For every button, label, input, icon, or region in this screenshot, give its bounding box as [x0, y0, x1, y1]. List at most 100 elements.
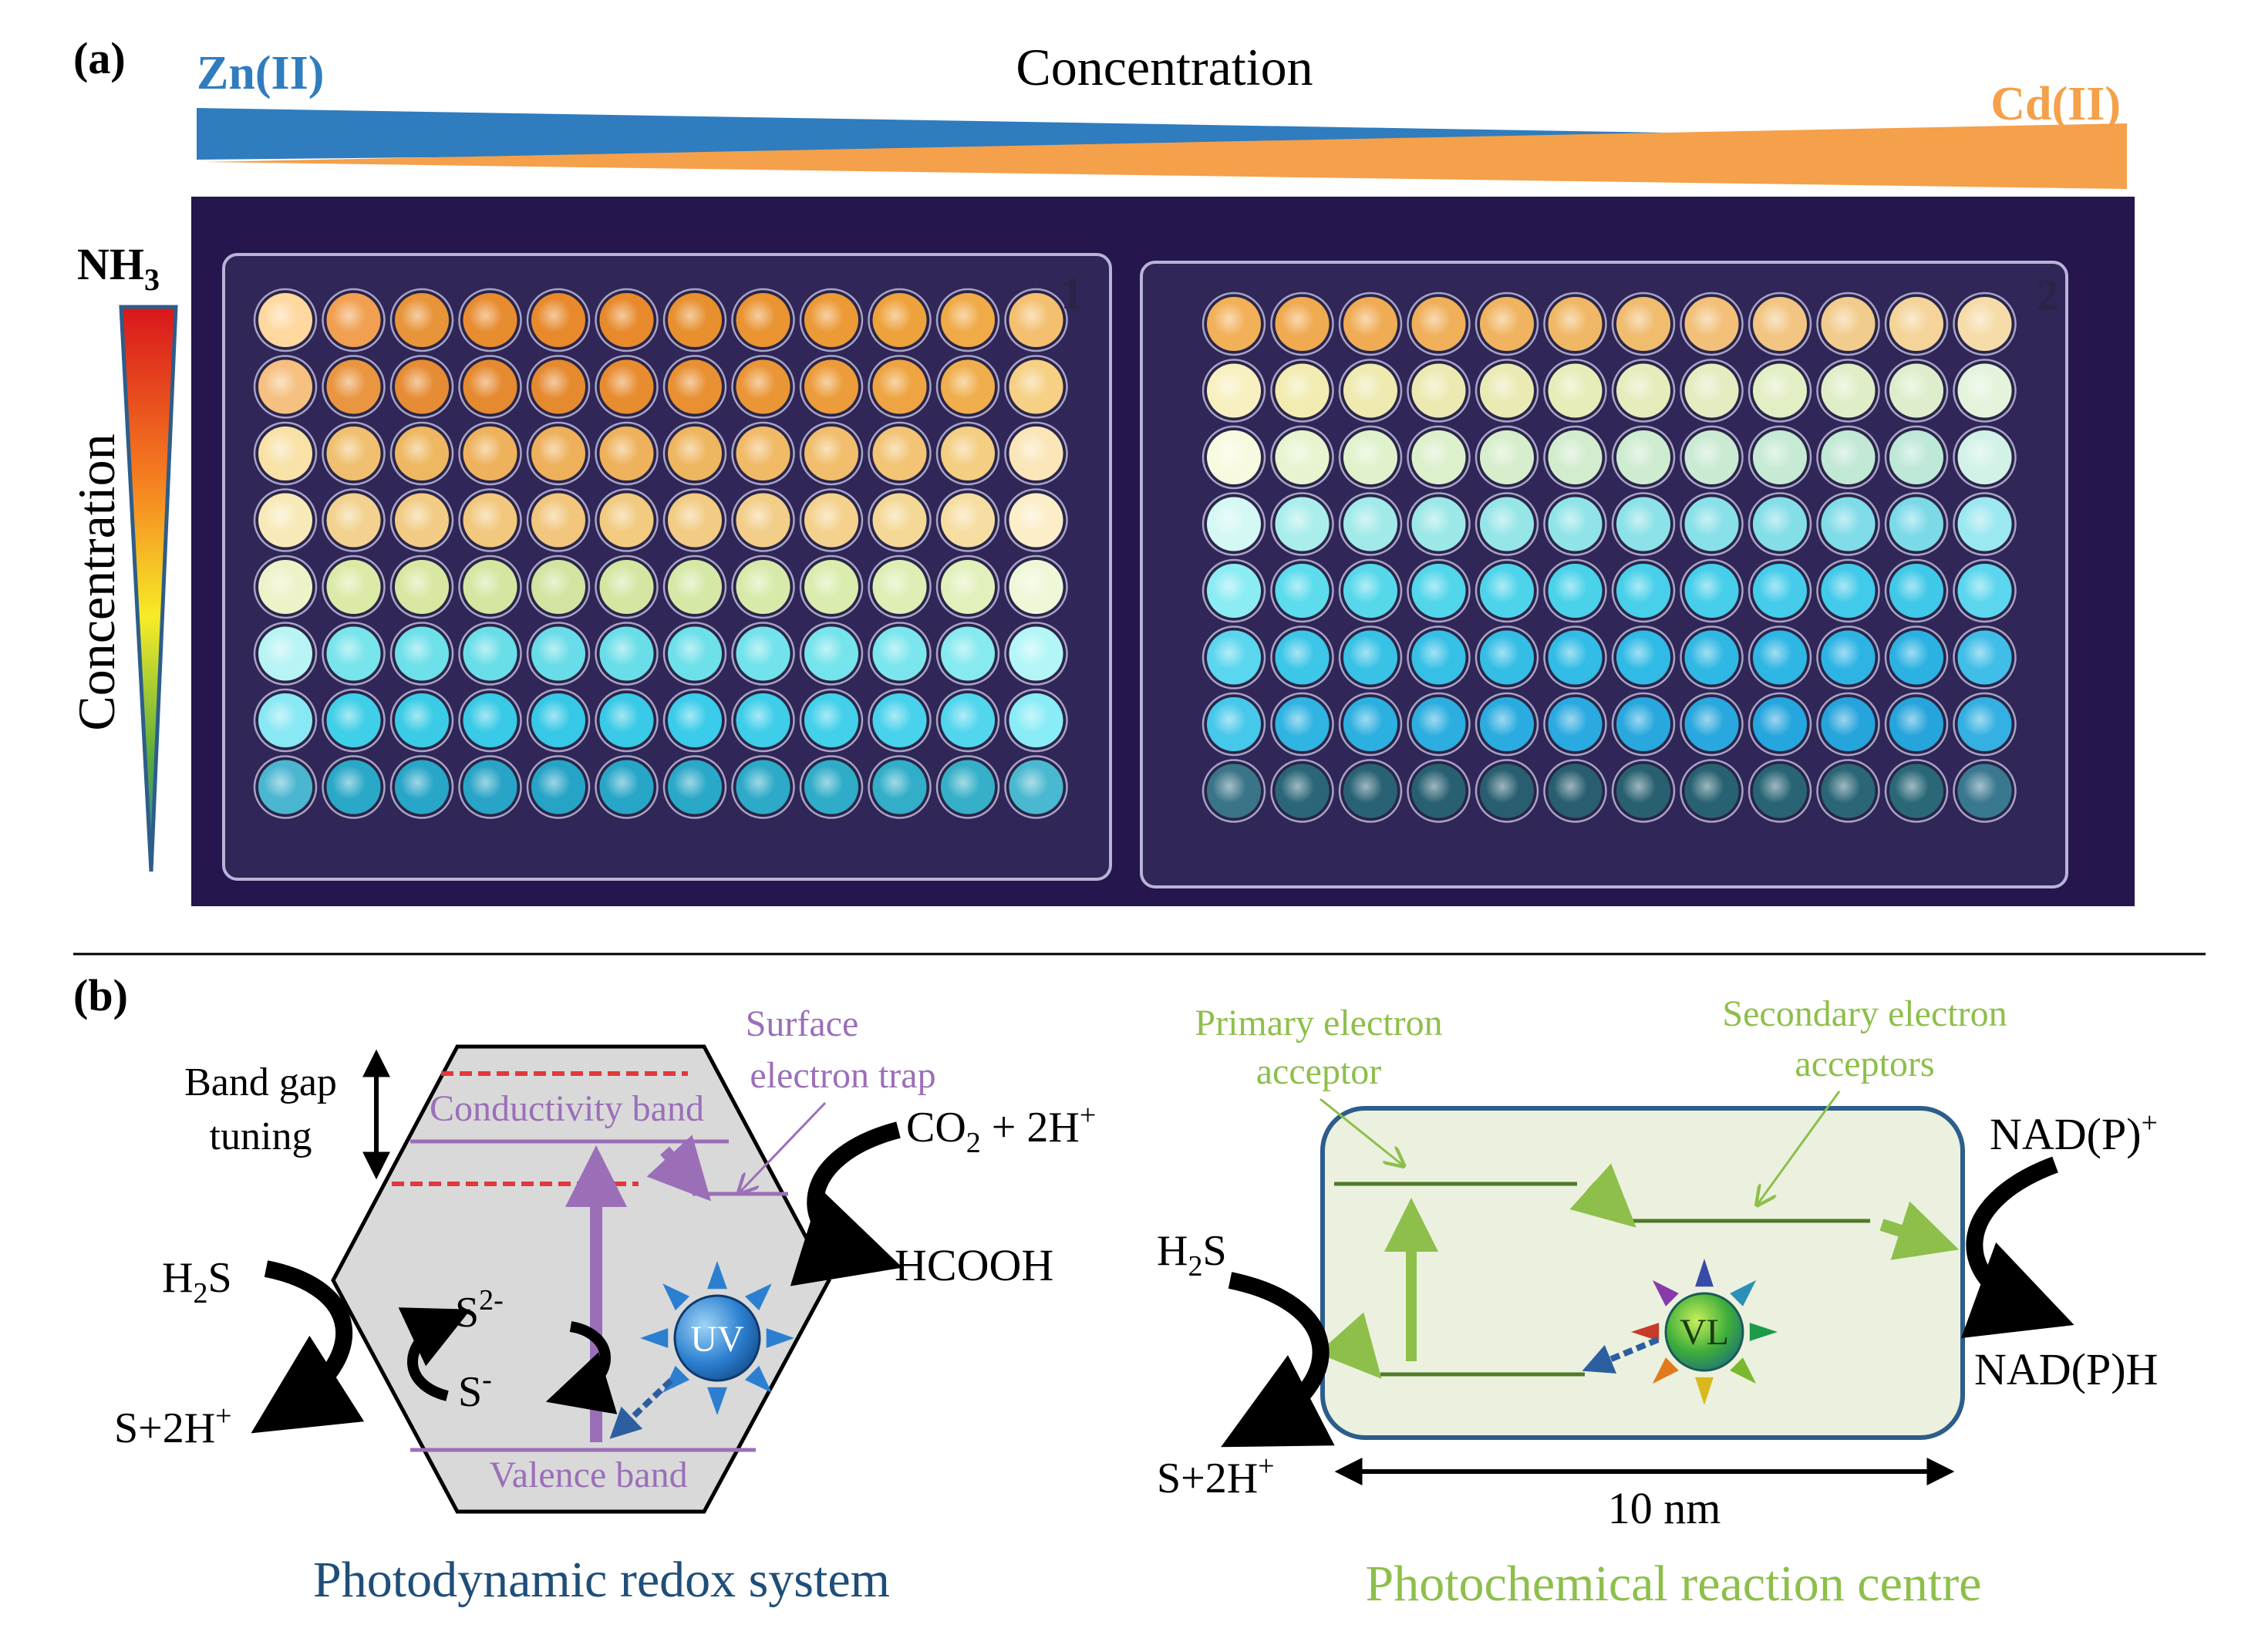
sun-ray: [640, 1328, 669, 1348]
well-highlight: [1826, 436, 1861, 470]
well-highlight: [1014, 632, 1049, 666]
well-highlight: [1758, 703, 1792, 737]
well-highlight: [400, 632, 434, 666]
vl-label: VL: [1680, 1312, 1729, 1353]
well-highlight: [537, 765, 571, 800]
well-highlight: [673, 432, 707, 466]
band-gap-label-2: tuning: [210, 1114, 312, 1158]
well-highlight: [1826, 769, 1861, 804]
well-highlight: [605, 432, 639, 466]
well-highlight: [1014, 432, 1049, 466]
secondary-acceptor-pointer: [1758, 1091, 1841, 1203]
panel-b-label: (b): [73, 970, 128, 1020]
well-highlight: [605, 699, 639, 733]
well-highlight: [673, 765, 707, 800]
well-highlight: [332, 498, 366, 533]
well-highlight: [264, 498, 298, 533]
well-highlight: [1212, 502, 1246, 537]
well-highlight: [1622, 502, 1656, 537]
well-highlight: [537, 432, 571, 466]
well-highlight: [1622, 769, 1656, 804]
well-highlight: [1485, 436, 1519, 470]
return-arrow: [1317, 1312, 1382, 1379]
well-highlight: [537, 298, 571, 332]
well-highlight: [468, 432, 503, 466]
uv-label: UV: [690, 1319, 744, 1360]
band-gap-label-1: Band gap: [184, 1060, 337, 1104]
well-highlight: [1349, 302, 1383, 336]
well-highlight: [810, 432, 844, 466]
well-highlight: [605, 565, 639, 599]
well-highlight: [946, 365, 980, 400]
s2-label: S2-: [455, 1284, 504, 1337]
well-highlight: [1553, 703, 1588, 737]
well-highlight: [1280, 302, 1315, 336]
well-highlight: [1826, 636, 1861, 670]
well-highlight: [400, 498, 434, 533]
well-highlight: [605, 365, 639, 400]
zn-label: Zn(II): [197, 47, 324, 99]
well-highlight: [1280, 703, 1315, 737]
well-highlight: [605, 632, 639, 666]
well-highlight: [1014, 565, 1049, 599]
secondary-acceptor-label-1: Secondary electron: [1722, 993, 2007, 1034]
well-highlight: [400, 765, 434, 800]
well-highlight: [741, 699, 776, 733]
well-highlight: [400, 298, 434, 332]
top-concentration-label: Concentration: [1016, 38, 1313, 96]
sun-ray: [1749, 1323, 1778, 1341]
well-highlight: [1553, 636, 1588, 670]
well-highlight: [1349, 369, 1383, 403]
well-highlight: [1758, 302, 1792, 336]
well-highlight: [400, 432, 434, 466]
primary-acceptor-pointer: [1319, 1097, 1402, 1165]
sun-ray: [662, 1283, 690, 1311]
well-highlight: [400, 565, 434, 599]
well-highlight: [1622, 569, 1656, 603]
well-highlight: [810, 498, 844, 533]
surface-trap-pointer: [740, 1101, 827, 1192]
well-highlight: [1553, 436, 1588, 470]
primary-acceptor-label-1: Primary electron: [1195, 1003, 1442, 1043]
well-highlight: [1417, 302, 1451, 336]
sun-ray: [707, 1261, 727, 1290]
well-highlight: [264, 298, 298, 332]
well-highlight: [1895, 369, 1929, 403]
well-highlight: [1553, 302, 1588, 336]
sun-ray: [1631, 1323, 1660, 1341]
well-highlight: [537, 699, 571, 733]
well-highlight: [946, 432, 980, 466]
well-highlight: [1014, 365, 1049, 400]
well-highlight: [1485, 636, 1519, 670]
well-highlight: [1417, 436, 1451, 470]
well-highlight: [1417, 769, 1451, 804]
reaction-centre-caption: Photochemical reaction centre: [1366, 1556, 1982, 1612]
surface-trap-label-2: electron trap: [750, 1055, 935, 1096]
s-plus-left-label: S+2H+: [114, 1400, 232, 1452]
valence-band-label: Valence band: [489, 1455, 687, 1495]
secondary-acceptor-label-2: acceptors: [1795, 1043, 1934, 1084]
s-cycle-arrow-top: [545, 1321, 618, 1414]
well-highlight: [1895, 302, 1929, 336]
trap-transfer-arrow: [646, 1134, 712, 1202]
well-highlight: [1622, 369, 1656, 403]
well-highlight: [1485, 769, 1519, 804]
well-highlight: [1280, 636, 1315, 670]
well-highlight: [946, 699, 980, 733]
nh3-wedge: [119, 305, 178, 872]
well-highlight: [1690, 769, 1724, 804]
well-highlight: [810, 365, 844, 400]
well-highlight: [1963, 502, 1997, 537]
primary-acceptor-label-2: acceptor: [1256, 1051, 1382, 1092]
transfer-arrow-2: [1879, 1201, 1960, 1260]
well-highlight: [400, 699, 434, 733]
well-highlight: [537, 565, 571, 599]
well-highlight: [1895, 502, 1929, 537]
well-highlight: [1485, 369, 1519, 403]
well-highlight: [1622, 436, 1656, 470]
well-highlight: [537, 498, 571, 533]
well-highlight: [400, 365, 434, 400]
well-highlight: [1417, 502, 1451, 537]
cd-wedge: [204, 123, 2127, 189]
